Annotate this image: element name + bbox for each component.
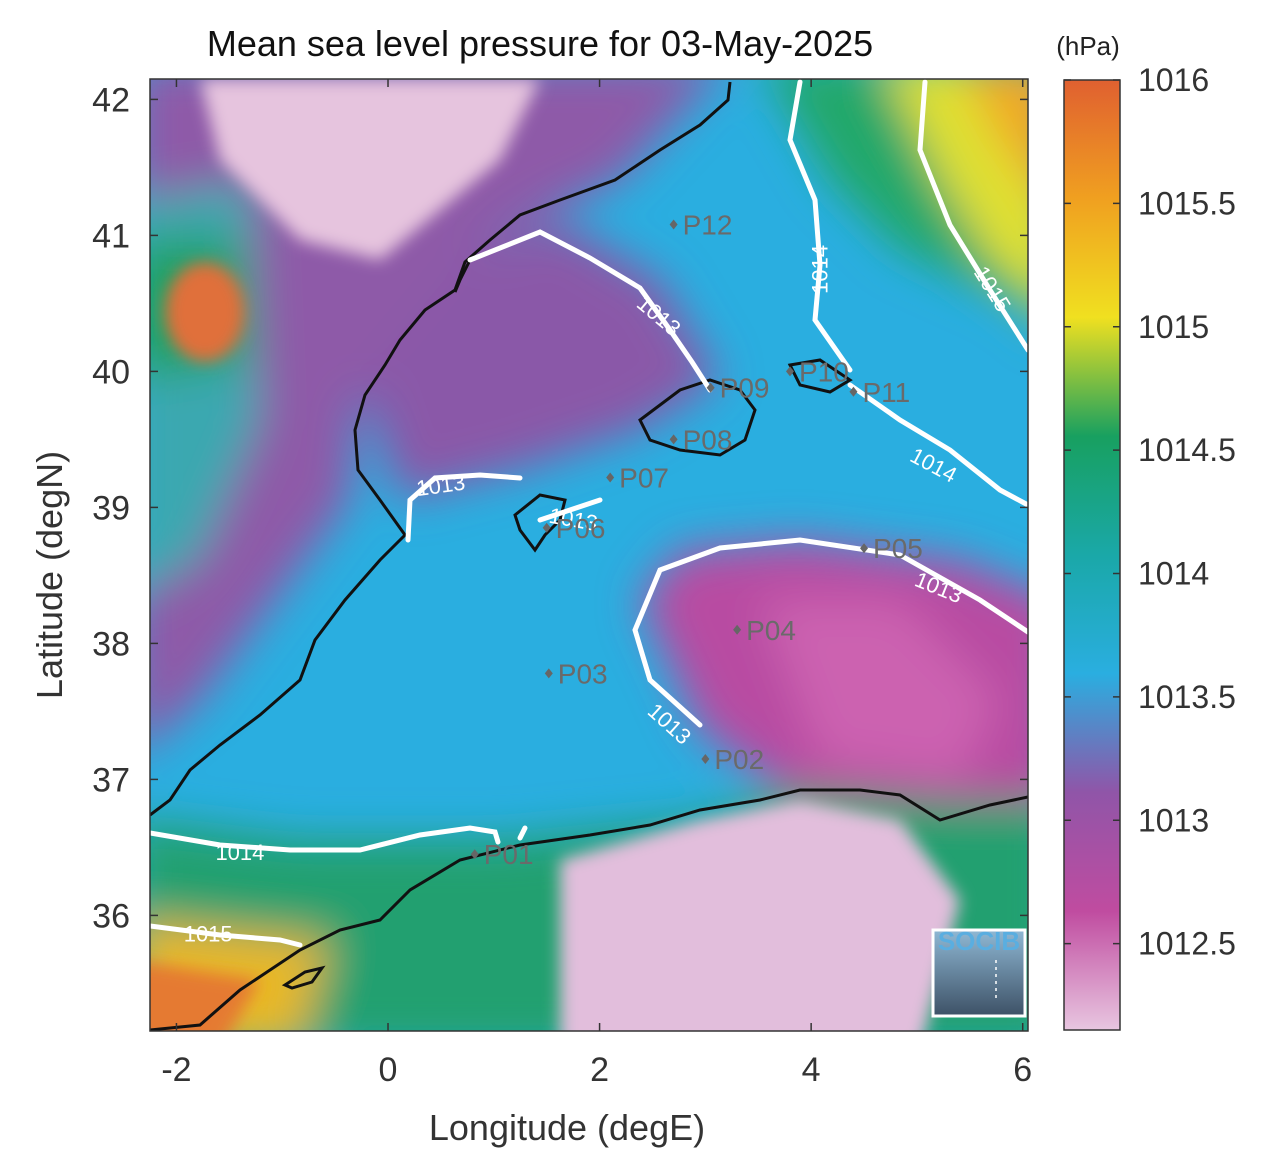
station-marker: [701, 754, 710, 764]
station-marker: [669, 434, 678, 445]
station-marker: [544, 668, 553, 679]
station-marker: [470, 849, 479, 860]
colorbar-tick-label: 1015: [1138, 309, 1209, 345]
colorbar-ticks: 1012.5 1013 1013.5 1014 1014.5 1015 1015.5 1016: [1064, 62, 1236, 962]
colorbar-tick-label: 1013.5: [1138, 679, 1236, 715]
x-axis-ticks: -2 0 2 4 6: [161, 79, 1032, 1089]
station-label: P06: [556, 513, 606, 544]
colorbar-unit: (hPa): [1056, 31, 1120, 61]
logo-text: SOCIB: [938, 926, 1020, 956]
station-marker: [849, 386, 858, 397]
y-tick-label: 40: [92, 353, 130, 391]
x-tick-label: 6: [1013, 1051, 1032, 1089]
x-tick-label: -2: [161, 1051, 191, 1089]
station-label: P01: [484, 839, 534, 870]
colorbar: 1012.5 1013 1013.5 1014 1014.5 1015 1015.5 1016…: [1056, 31, 1236, 1031]
x-axis-label: Longitude (degE): [429, 1107, 705, 1148]
x-tick-label: 2: [590, 1051, 609, 1089]
station-label: P03: [558, 658, 608, 689]
station-label: P09: [720, 373, 770, 404]
station-marker: [606, 472, 615, 483]
y-tick-label: 42: [92, 81, 130, 119]
isobars: [150, 79, 1028, 948]
coastline: [150, 81, 1028, 1031]
colorbar-tick-label: 1016: [1138, 62, 1209, 98]
station-marker: [785, 366, 794, 377]
socib-logo: SOCIB: [931, 926, 1027, 1018]
colorbar-tick-label: 1014: [1138, 556, 1209, 592]
x-tick-label: 0: [379, 1051, 398, 1089]
y-axis-ticks: 36 37 38 39 40 41 42: [92, 81, 1028, 935]
isobar-label: 1014: [808, 245, 833, 294]
y-tick-label: 39: [92, 489, 130, 527]
y-axis-label: Latitude (degN): [29, 451, 70, 699]
colorbar-tick-label: 1014.5: [1138, 432, 1236, 468]
station-label: P04: [746, 615, 796, 646]
isobar-label: 1015: [184, 922, 233, 947]
station-label: P08: [683, 424, 733, 455]
station-label: P05: [873, 533, 923, 564]
station-marker: [706, 382, 715, 393]
pressure-field: [150, 79, 1028, 1031]
station-markers: P01 P02 P03 P04 P05 P06 P07 P08 P09 P10 P11 P12: [470, 210, 923, 870]
colorbar-tick-label: 1015.5: [1138, 185, 1236, 221]
isobar-label: 1014: [215, 840, 264, 865]
station-marker: [733, 624, 742, 635]
y-tick-label: 38: [92, 625, 130, 663]
station-label: P07: [619, 462, 669, 493]
y-tick-label: 37: [92, 761, 130, 799]
station-label: P12: [683, 210, 733, 241]
station-marker: [860, 543, 869, 554]
map-frame: [149, 78, 1029, 1032]
station-marker: [542, 522, 551, 533]
station-label: P11: [862, 377, 910, 408]
y-tick-label: 41: [92, 217, 130, 255]
map-title: Mean sea level pressure for 03-May-2025: [207, 23, 873, 64]
x-tick-label: 4: [802, 1051, 821, 1089]
colorbar-tick-label: 1012.5: [1138, 926, 1236, 962]
station-label: P02: [714, 744, 764, 775]
station-marker: [669, 219, 678, 230]
colorbar-tick-label: 1013: [1138, 802, 1209, 838]
y-tick-label: 36: [92, 897, 130, 935]
station-label: P10: [799, 356, 849, 387]
